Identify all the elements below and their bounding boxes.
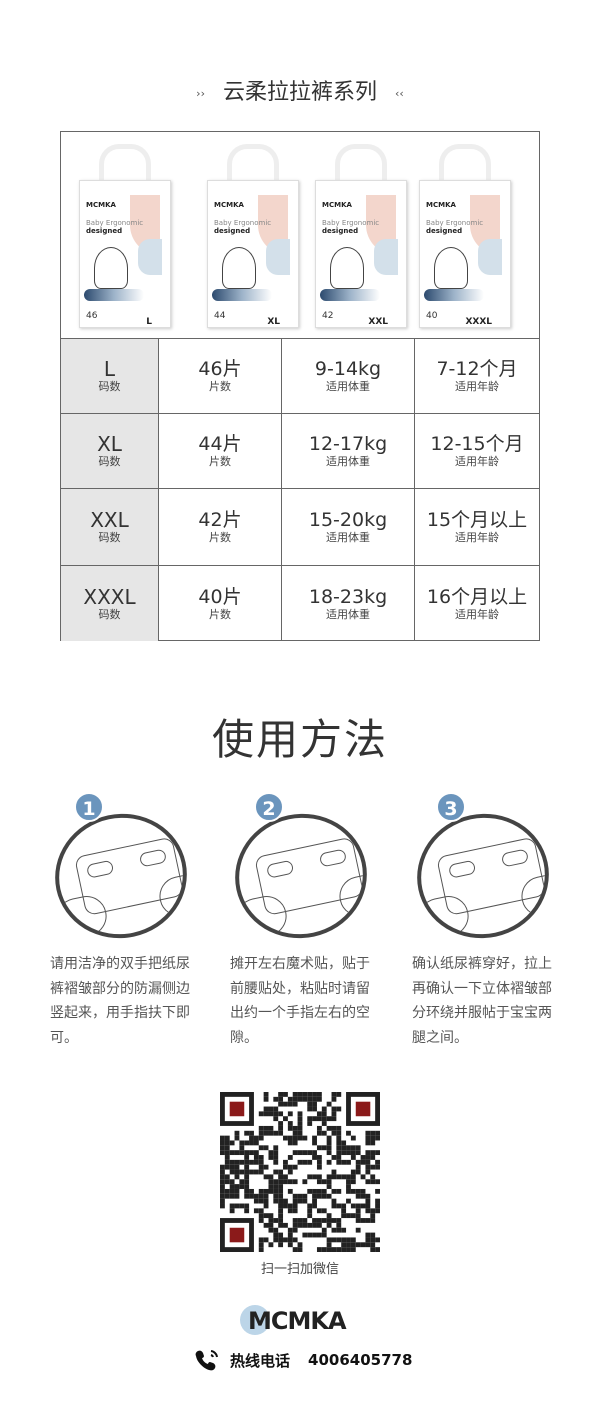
product-pack-xl: MCMKA Baby Ergonomic designed 44 XL [207, 144, 299, 328]
weight-label: 适用体重 [326, 455, 370, 468]
qr-caption: 扫一扫加微信 [260, 1262, 339, 1277]
logo-text: MCMKA [248, 1307, 347, 1335]
pieces-label: 片数 [209, 380, 231, 393]
pieces-label: 片数 [209, 455, 231, 468]
step-number-badge: 1 [74, 792, 104, 822]
size-label: 码数 [98, 455, 121, 468]
size-value: XXL [90, 508, 129, 532]
series-title: ›› 云柔拉拉裤系列 ‹‹ [0, 74, 600, 106]
cell-weight: 12-17kg 适用体重 [282, 414, 415, 488]
brand-logo: MCMKA [240, 1305, 370, 1335]
cell-pieces: 40片 片数 [159, 566, 282, 641]
weight-value: 15-20kg [308, 509, 388, 531]
pieces-value: 44片 [198, 433, 242, 455]
product-images: MCMKA Baby Ergonomic designed 46 L MCMKA Bab… [61, 132, 539, 339]
pieces-label: 片数 [209, 531, 231, 544]
arrow-right-icon: ›› [196, 86, 205, 100]
cell-weight: 9-14kg 适用体重 [282, 339, 415, 413]
phone-icon [195, 1350, 218, 1371]
pieces-value: 46片 [198, 358, 242, 380]
step-illustration-3: 3 [405, 792, 562, 951]
arrow-left-icon: ‹‹ [395, 86, 404, 100]
pieces-value: 40片 [198, 585, 242, 608]
age-label: 适用年龄 [455, 531, 499, 544]
step-number-badge: 3 [436, 792, 466, 822]
cell-size: XXXL 码数 [61, 566, 159, 641]
age-value: 15个月以上 [426, 509, 528, 531]
hotline: 热线电话 4006405778 [194, 1348, 414, 1372]
size-table: MCMKA Baby Ergonomic designed 46 L MCMKA Bab… [60, 131, 540, 641]
usage-title: 使用方法 [211, 715, 388, 764]
step-illustration-1: 1 [43, 792, 200, 951]
cell-pieces: 46片 片数 [159, 339, 282, 413]
step-description: 摊开左右魔术贴，贴于前腰贴处，粘贴时请留出约一个手指左右的空隙。 [230, 956, 370, 1046]
age-value: 16个月以上 [426, 585, 528, 608]
pieces-label: 片数 [209, 607, 231, 621]
step-number-badge: 2 [254, 792, 284, 822]
age-label: 适用年龄 [455, 607, 499, 621]
weight-label: 适用体重 [326, 607, 370, 621]
table-row: XXL 码数 42片 片数 15-20kg 适用体重 15个月以上 适用年龄 [61, 489, 539, 566]
size-label: 码数 [98, 380, 121, 393]
cell-pieces: 44片 片数 [159, 414, 282, 488]
qr-code [220, 1092, 380, 1252]
table-row: XXXL 码数 40片 片数 18-23kg 适用体重 16个月以上 适用年龄 [61, 566, 539, 641]
table-row: L 码数 46片 片数 9-14kg 适用体重 7-12个月 适用年龄 [61, 339, 539, 414]
weight-label: 适用体重 [326, 380, 370, 393]
cell-age: 16个月以上 适用年龄 [415, 566, 539, 641]
weight-value: 9-14kg [314, 358, 382, 380]
size-value: XXXL [83, 584, 136, 609]
product-pack-l: MCMKA Baby Ergonomic designed 46 L [79, 144, 171, 328]
weight-label: 适用体重 [326, 531, 370, 544]
product-pack-xxl: MCMKA Baby Ergonomic designed 42 XXL [315, 144, 407, 328]
hotline-label: 热线电话 [230, 1351, 291, 1370]
weight-value: 18-23kg [308, 585, 388, 608]
step-description: 请用洁净的双手把纸尿裤褶皱部分的防漏侧边竖起来，用手指扶下即可。 [50, 956, 190, 1046]
cell-size: L 码数 [61, 339, 159, 413]
cell-size: XXL 码数 [61, 489, 159, 565]
cell-weight: 18-23kg 适用体重 [282, 566, 415, 641]
cell-size: XL 码数 [61, 414, 159, 488]
size-label: 码数 [98, 607, 121, 621]
hotline-number: 4006405778 [308, 1351, 413, 1369]
size-label: 码数 [98, 531, 121, 544]
cell-age: 7-12个月 适用年龄 [415, 339, 539, 413]
step-description: 确认纸尿裤穿好，拉上再确认一下立体褶皱部分环绕并服帖于宝宝两腿之间。 [412, 956, 552, 1046]
series-title-text: 云柔拉拉裤系列 [222, 80, 377, 105]
weight-value: 12-17kg [308, 433, 388, 455]
age-value: 7-12个月 [436, 358, 518, 380]
age-label: 适用年龄 [455, 455, 499, 468]
cell-age: 15个月以上 适用年龄 [415, 489, 539, 565]
cell-weight: 15-20kg 适用体重 [282, 489, 415, 565]
size-value: XL [97, 432, 122, 456]
product-pack-xxxl: MCMKA Baby Ergonomic designed 40 XXXL [419, 144, 511, 328]
age-value: 12-15个月 [430, 433, 524, 455]
size-value: L [103, 357, 116, 381]
step-illustration-2: 2 [223, 792, 380, 951]
cell-pieces: 42片 片数 [159, 489, 282, 565]
table-row: XL 码数 44片 片数 12-17kg 适用体重 12-15个月 适用年龄 [61, 414, 539, 489]
pieces-value: 42片 [198, 509, 242, 531]
cell-age: 12-15个月 适用年龄 [415, 414, 539, 488]
age-label: 适用年龄 [455, 380, 499, 393]
